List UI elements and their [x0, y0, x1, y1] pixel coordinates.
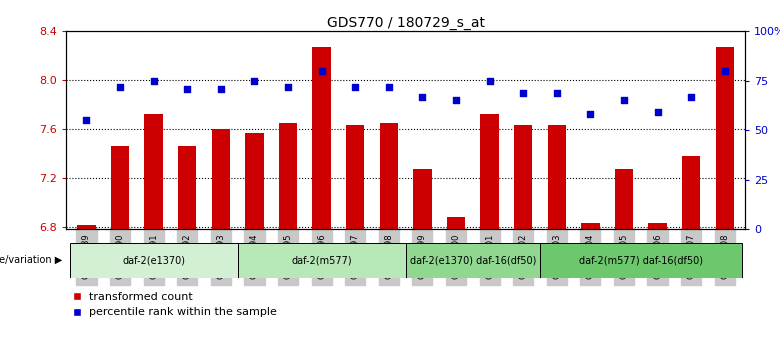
Point	[80, 118, 93, 123]
Text: daf-2(e1370): daf-2(e1370)	[122, 256, 185, 265]
Bar	[380, 123, 398, 229]
Bar	[682, 156, 700, 229]
Point	[618, 98, 630, 103]
Point	[551, 90, 563, 95]
Bar	[69, 243, 238, 278]
Bar	[406, 243, 540, 278]
Point	[147, 78, 160, 83]
Bar	[238, 243, 406, 278]
Bar	[447, 217, 465, 229]
Bar	[540, 243, 742, 278]
Point	[215, 86, 227, 91]
Bar	[77, 225, 96, 229]
Bar	[312, 47, 331, 229]
Point	[484, 78, 496, 83]
Bar	[548, 125, 566, 229]
Point	[315, 68, 328, 73]
Point	[651, 110, 664, 115]
Text: daf-2(m577): daf-2(m577)	[291, 256, 352, 265]
Point	[417, 94, 429, 99]
Bar	[480, 114, 499, 229]
Point	[248, 78, 261, 83]
Bar	[278, 123, 297, 229]
Bar	[178, 146, 197, 229]
Text: genotype/variation ▶: genotype/variation ▶	[0, 256, 62, 265]
Point	[349, 84, 361, 89]
Point	[718, 68, 731, 73]
Point	[114, 84, 126, 89]
Point	[450, 98, 463, 103]
Text: daf-2(m577) daf-16(df50): daf-2(m577) daf-16(df50)	[579, 256, 703, 265]
Point	[282, 84, 294, 89]
Legend: transformed count, percentile rank within the sample: transformed count, percentile rank withi…	[72, 292, 276, 317]
Bar	[211, 129, 230, 229]
Bar	[245, 133, 264, 229]
Point	[584, 112, 597, 117]
Point	[685, 94, 697, 99]
Bar	[581, 223, 600, 229]
Point	[517, 90, 530, 95]
Bar	[413, 169, 431, 229]
Bar	[346, 125, 364, 229]
Bar	[615, 169, 633, 229]
Text: daf-2(e1370) daf-16(df50): daf-2(e1370) daf-16(df50)	[410, 256, 536, 265]
Bar	[715, 47, 734, 229]
Bar	[514, 125, 533, 229]
Point	[181, 86, 193, 91]
Point	[382, 84, 395, 89]
Bar	[111, 146, 129, 229]
Bar	[144, 114, 163, 229]
Bar	[648, 223, 667, 229]
Title: GDS770 / 180729_s_at: GDS770 / 180729_s_at	[327, 16, 484, 30]
